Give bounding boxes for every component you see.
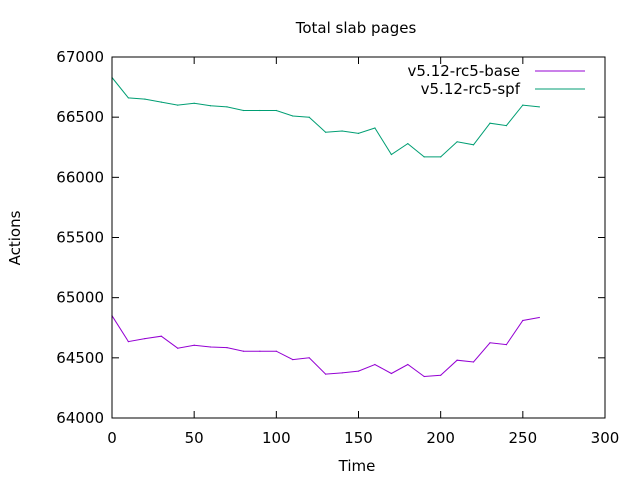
series-line-0: [111, 315, 540, 378]
y-axis-label: Actions: [6, 210, 24, 265]
data-point: [160, 335, 162, 337]
data-point: [341, 130, 343, 132]
data-point: [308, 357, 310, 359]
data-point: [259, 350, 261, 352]
data-point: [308, 116, 310, 118]
data-point: [456, 141, 458, 143]
x-tick-label: 0: [107, 429, 117, 447]
data-point: [210, 105, 212, 107]
data-point: [325, 373, 327, 375]
data-point: [177, 104, 179, 106]
x-axis-label: Time: [338, 457, 376, 475]
data-point: [505, 125, 507, 127]
data-point: [423, 375, 425, 378]
data-point: [193, 102, 195, 104]
data-point: [440, 156, 442, 158]
data-point: [522, 319, 524, 322]
data-point: [505, 344, 507, 346]
x-tick-label: 100: [262, 429, 291, 447]
data-point: [226, 106, 228, 108]
data-point: [472, 361, 475, 363]
data-point: [292, 115, 294, 117]
data-point: [127, 97, 129, 99]
data-point: [390, 153, 392, 156]
data-point: [407, 363, 409, 366]
data-point: [242, 109, 245, 112]
data-point: [275, 350, 277, 352]
data-point: [242, 350, 245, 352]
data-point: [440, 374, 442, 376]
data-point: [210, 346, 212, 348]
x-tick-label: 50: [185, 429, 204, 447]
data-point: [374, 363, 376, 366]
series-group: [111, 76, 540, 378]
y-tick-label: 66500: [56, 108, 104, 126]
x-tick-label: 300: [591, 429, 620, 447]
y-tick-label: 65000: [56, 289, 104, 307]
data-point: [275, 109, 277, 112]
data-point: [357, 132, 360, 134]
y-tick-label: 67000: [56, 48, 104, 66]
y-tick-label: 65500: [56, 229, 104, 247]
data-point: [193, 344, 195, 346]
y-tick-label: 64500: [56, 349, 104, 367]
data-point: [259, 109, 261, 112]
data-point: [522, 104, 524, 106]
data-point: [292, 359, 294, 361]
data-point: [538, 316, 540, 319]
data-point: [390, 372, 392, 375]
y-tick-label: 66000: [56, 168, 104, 186]
data-point: [325, 131, 327, 133]
chart-title: Total slab pages: [295, 19, 417, 37]
x-tick-label: 150: [344, 429, 373, 447]
plot-frame: [111, 56, 606, 419]
x-tick-label: 250: [509, 429, 538, 447]
data-point: [472, 144, 475, 146]
y-tick-label: 64000: [56, 409, 104, 427]
data-point: [144, 338, 146, 340]
data-point: [374, 127, 376, 129]
axis-ticks: 64000 64500 65000 65500 66000 66500 67000 0 50 10…: [56, 48, 619, 447]
data-point: [456, 359, 458, 361]
data-point: [160, 101, 162, 103]
data-point: [357, 370, 360, 372]
data-point: [127, 341, 129, 343]
data-point: [407, 143, 409, 145]
data-point: [341, 372, 343, 374]
data-point: [489, 122, 491, 124]
x-tick-label: 200: [426, 429, 455, 447]
legend-label-0: v5.12-rc5-base: [408, 62, 521, 80]
data-point: [226, 347, 228, 349]
data-point: [177, 347, 179, 349]
data-point: [423, 156, 425, 158]
data-point: [538, 106, 540, 108]
data-point: [489, 342, 491, 344]
legend-label-1: v5.12-rc5-spf: [421, 80, 521, 98]
data-point: [144, 98, 146, 100]
